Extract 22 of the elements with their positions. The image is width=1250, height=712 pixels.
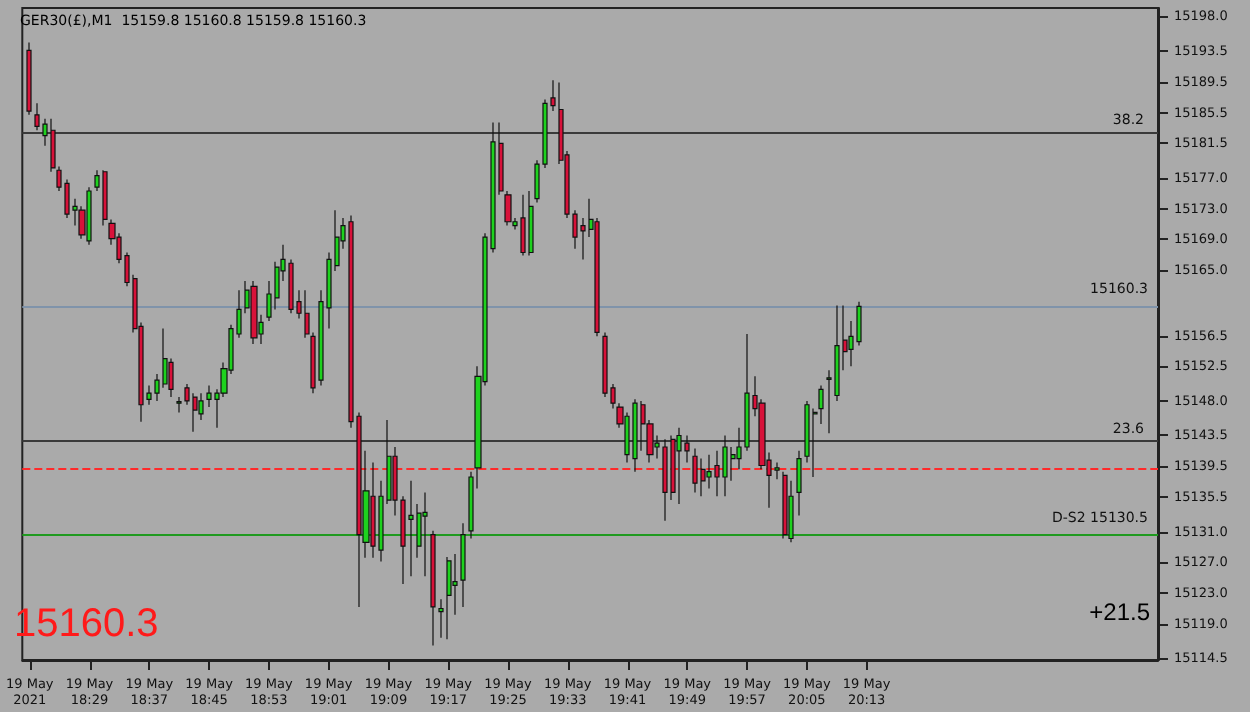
- candlestick: [86, 186, 92, 246]
- candlestick: [192, 392, 198, 433]
- candlestick: [460, 522, 466, 608]
- candlestick: [692, 447, 698, 493]
- candlestick: [26, 42, 32, 116]
- candlestick: [700, 457, 706, 497]
- candlestick: [796, 450, 802, 517]
- candlestick: [706, 454, 712, 490]
- candlestick: [250, 280, 258, 345]
- candlestick: [722, 434, 728, 497]
- candlestick: [632, 398, 638, 473]
- candlestick: [408, 480, 414, 577]
- candlestick: [422, 491, 428, 577]
- candlestick: [662, 438, 668, 522]
- candlestick: [782, 471, 788, 540]
- candlestick: [788, 480, 794, 543]
- candlestick: [446, 556, 452, 640]
- annotation: +21.5: [1089, 598, 1151, 626]
- candlestick: [430, 530, 436, 646]
- candlestick: [676, 427, 682, 505]
- candlestick: [528, 190, 534, 257]
- candlestick: [520, 194, 526, 257]
